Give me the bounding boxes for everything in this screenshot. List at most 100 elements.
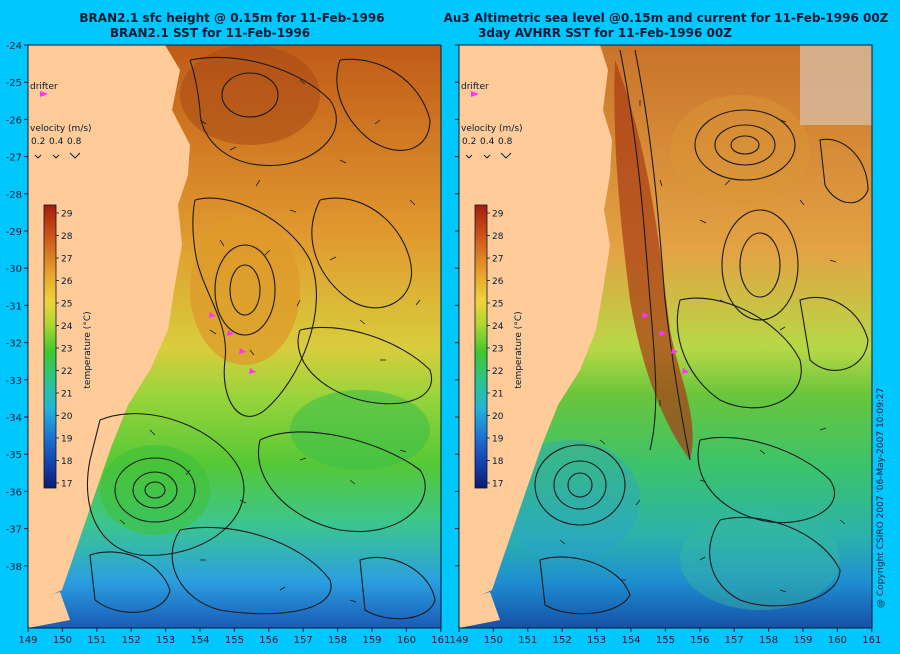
lon-tick-label: 152 bbox=[122, 635, 141, 646]
colorbar-tick-label: 26 bbox=[61, 277, 73, 287]
lat-tick-label: -24 bbox=[6, 41, 22, 52]
right-velocity-value-3: 0.8 bbox=[498, 137, 513, 147]
right-colorbar-label: temperature (°C) bbox=[514, 311, 524, 388]
right-colorbar-gradient bbox=[474, 204, 488, 489]
left-colorbar: 29 28 27 26 25 24 23 22 21 20 19 18 17 temperature (… bbox=[43, 204, 93, 490]
lon-tick-label: 150 bbox=[484, 635, 503, 646]
colorbar-tick-label: 24 bbox=[492, 322, 504, 332]
colorbar-tick-label: 20 bbox=[492, 412, 504, 422]
left-drifter-legend: drifter bbox=[30, 82, 58, 97]
lon-tick-label: 151 bbox=[87, 635, 106, 646]
right-velocity-vectors bbox=[559, 100, 846, 593]
lat-tick-label: -27 bbox=[6, 153, 22, 164]
lon-tick-label: 160 bbox=[828, 635, 847, 646]
lat-tick-label: -28 bbox=[6, 190, 22, 201]
left-drifter-arrow-icon bbox=[40, 91, 48, 97]
left-drifter-label: drifter bbox=[30, 82, 58, 92]
right-drifter-track bbox=[642, 312, 689, 374]
colorbar-tick-label: 17 bbox=[492, 480, 503, 490]
colorbar-tick-label: 25 bbox=[492, 300, 503, 310]
lon-tick-label: 159 bbox=[362, 635, 381, 646]
right-map-panel: Au3 Altimetric sea level @0.15m and curr… bbox=[444, 11, 889, 629]
lon-tick-label: 155 bbox=[225, 635, 244, 646]
colorbar-tick-label: 21 bbox=[492, 390, 503, 400]
colorbar-tick-label: 19 bbox=[61, 435, 73, 445]
lon-tick-label: 154 bbox=[190, 635, 209, 646]
colorbar-tick-label: 20 bbox=[61, 412, 73, 422]
left-map-panel: BRAN2.1 sfc height @ 0.15m for 11-Feb-19… bbox=[27, 11, 442, 629]
left-land-mass bbox=[28, 45, 190, 600]
colorbar-tick-label: 21 bbox=[61, 390, 72, 400]
colorbar-tick-label: 28 bbox=[492, 232, 504, 242]
colorbar-tick-label: 23 bbox=[61, 345, 72, 355]
lat-tick-label: -36 bbox=[6, 487, 22, 498]
left-colorbar-label: temperature (°C) bbox=[83, 311, 93, 388]
lat-tick-label: -30 bbox=[6, 264, 22, 275]
lat-tick-label: -34 bbox=[6, 413, 22, 424]
lat-tick-label: -32 bbox=[6, 339, 22, 350]
left-velocity-value-3: 0.8 bbox=[67, 137, 82, 147]
right-drifter-label: drifter bbox=[461, 82, 489, 92]
lat-tick-label: -37 bbox=[6, 525, 22, 536]
lat-tick-label: -26 bbox=[6, 115, 22, 126]
colorbar-tick-label: 27 bbox=[492, 255, 503, 265]
lon-tick-label: 152 bbox=[553, 635, 572, 646]
left-colorbar-gradient bbox=[43, 204, 57, 489]
left-velocity-legend: velocity (m/s) 0.2 0.4 0.8 bbox=[30, 124, 92, 159]
colorbar-tick-label: 22 bbox=[492, 367, 503, 377]
right-title-line1: Au3 Altimetric sea level @0.15m and curr… bbox=[444, 11, 889, 25]
lon-tick-label: 150 bbox=[53, 635, 72, 646]
left-velocity-vectors bbox=[119, 79, 421, 603]
left-title-line1: BRAN2.1 sfc height @ 0.15m for 11-Feb-19… bbox=[79, 11, 384, 25]
left-velocity-arrow-icon bbox=[34, 152, 81, 159]
lon-tick-label: 153 bbox=[156, 635, 175, 646]
left-title-line2: BRAN2.1 SST for 11-Feb-1996 bbox=[110, 26, 310, 40]
lat-tick-label: -33 bbox=[6, 376, 22, 387]
right-land-mass bbox=[459, 45, 612, 600]
right-drifter-arrow-icon bbox=[471, 91, 479, 97]
lat-tick-label: -35 bbox=[6, 450, 22, 461]
left-contour-lines bbox=[86, 56, 436, 620]
right-colorbar: 29 28 27 26 25 24 23 22 21 20 19 18 17 temperature (… bbox=[474, 204, 524, 490]
colorbar-tick-label: 25 bbox=[61, 300, 72, 310]
lon-tick-label: 156 bbox=[690, 635, 709, 646]
right-title-line2: 3day AVHRR SST for 11-Feb-1996 00Z bbox=[478, 26, 732, 40]
left-velocity-value-1: 0.2 bbox=[31, 137, 45, 147]
colorbar-tick-label: 26 bbox=[492, 277, 504, 287]
copyright-notice: @ Copyright CSIRO 2007 '06-May-2007 10:0… bbox=[876, 388, 886, 608]
right-velocity-arrow-icon bbox=[465, 152, 512, 159]
lon-tick-label: 159 bbox=[793, 635, 812, 646]
lon-tick-label: 149 bbox=[18, 635, 37, 646]
lon-tick-label: 158 bbox=[328, 635, 347, 646]
right-contour-lines bbox=[534, 49, 869, 615]
colorbar-tick-label: 27 bbox=[61, 255, 72, 265]
lon-tick-label: 151 bbox=[518, 635, 537, 646]
colorbar-tick-label: 24 bbox=[61, 322, 73, 332]
right-velocity-value-2: 0.4 bbox=[480, 137, 495, 147]
lon-tick-label: 149 bbox=[449, 635, 468, 646]
colorbar-tick-label: 22 bbox=[61, 367, 72, 377]
lat-tick-label: -38 bbox=[6, 562, 22, 573]
lon-tick-label: 156 bbox=[259, 635, 278, 646]
colorbar-tick-label: 18 bbox=[492, 457, 504, 467]
lon-tick-label: 161 bbox=[431, 635, 450, 646]
colorbar-tick-label: 29 bbox=[492, 210, 504, 220]
right-drifter-legend: drifter bbox=[461, 82, 489, 97]
lon-tick-label: 161 bbox=[862, 635, 881, 646]
colorbar-tick-label: 29 bbox=[61, 210, 73, 220]
right-velocity-value-1: 0.2 bbox=[462, 137, 476, 147]
lon-tick-label: 155 bbox=[656, 635, 675, 646]
left-velocity-title: velocity (m/s) bbox=[30, 124, 92, 134]
right-velocity-title: velocity (m/s) bbox=[461, 124, 523, 134]
colorbar-tick-label: 18 bbox=[61, 457, 73, 467]
lon-tick-label: 158 bbox=[759, 635, 778, 646]
colorbar-tick-label: 19 bbox=[492, 435, 504, 445]
left-velocity-value-2: 0.4 bbox=[49, 137, 64, 147]
lon-tick-label: 153 bbox=[587, 635, 606, 646]
lat-tick-label: -31 bbox=[6, 301, 22, 312]
lat-tick-label: -29 bbox=[6, 227, 22, 238]
left-drifter-track bbox=[209, 312, 256, 374]
colorbar-tick-label: 23 bbox=[492, 345, 503, 355]
colorbar-tick-label: 28 bbox=[61, 232, 73, 242]
